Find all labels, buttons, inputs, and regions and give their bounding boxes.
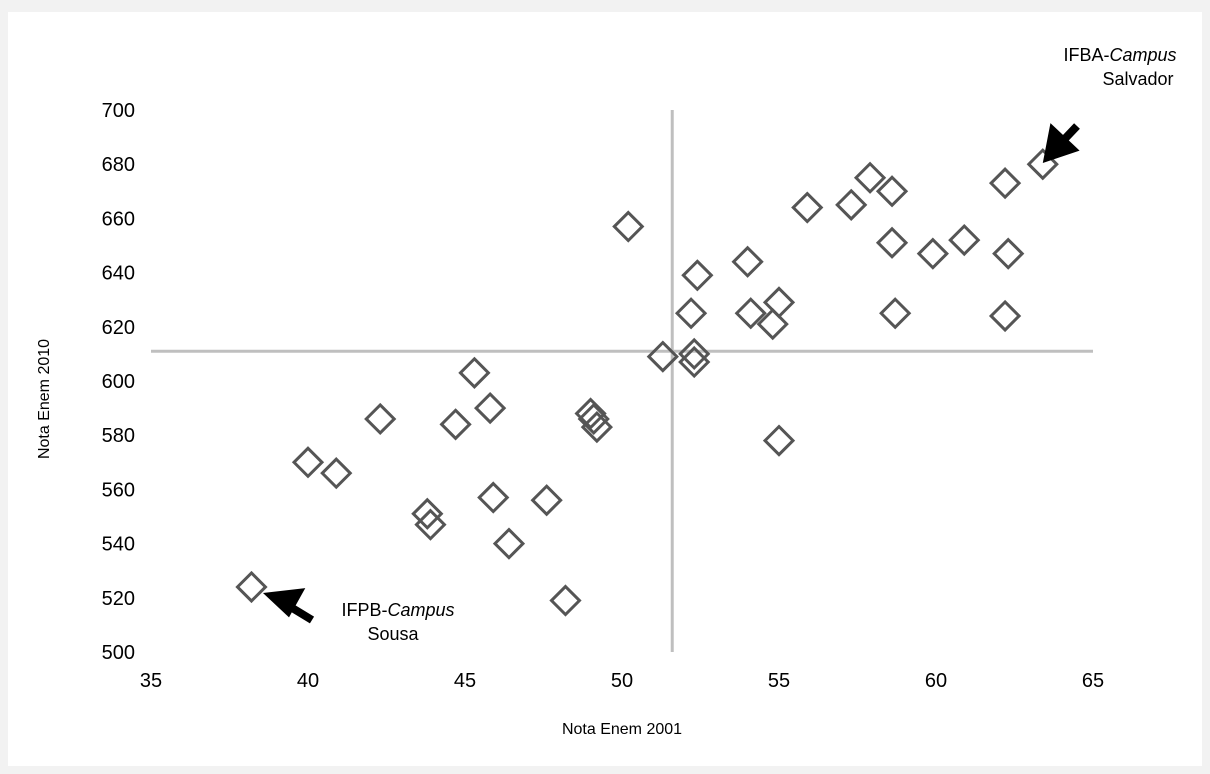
data-point: [530, 484, 563, 517]
data-point: [414, 508, 447, 541]
scatter-chart: 35 40 45 50 55 60 65 500 520 540 560 580 600 620 640 6…: [36, 45, 1177, 738]
x-tick-label: 45: [454, 670, 476, 692]
annotation-arrow-ifba: [1042, 123, 1080, 163]
x-tick-label: 55: [768, 670, 790, 692]
y-tick-label: 580: [102, 425, 135, 447]
annotation-ifba-line2: Salvador: [1102, 69, 1173, 89]
data-point: [916, 237, 949, 270]
data-point: [988, 167, 1022, 200]
data-point: [853, 161, 887, 194]
x-tick-label: 60: [925, 670, 947, 692]
y-tick-label: 540: [102, 534, 135, 556]
data-point: [678, 337, 711, 371]
data-point: [235, 570, 268, 604]
data-point: [791, 191, 824, 224]
y-tick-label: 600: [102, 371, 135, 393]
data-point: [291, 446, 325, 479]
annotation-ifpb-line2: Sousa: [367, 624, 419, 644]
reference-lines: [151, 110, 1093, 652]
x-tick-label: 35: [140, 670, 162, 692]
data-point: [439, 408, 472, 441]
chart-area: 35 40 45 50 55 60 65 500 520 540 560 580 600 620 640 6…: [8, 12, 1202, 766]
data-point: [364, 402, 397, 436]
x-axis-ticks: 35 40 45 50 55 60 65: [140, 670, 1104, 692]
y-tick-label: 560: [102, 479, 135, 501]
data-point: [734, 297, 767, 330]
data-point: [580, 410, 614, 444]
annotation-ifpb-line1: IFPB-Campus: [341, 600, 454, 620]
x-axis-title: Nota Enem 2001: [562, 721, 682, 738]
data-point: [988, 299, 1022, 333]
y-tick-label: 620: [102, 317, 135, 339]
data-point: [948, 223, 981, 257]
data-point: [875, 226, 909, 259]
y-tick-label: 700: [102, 100, 135, 122]
y-axis-ticks: 500 520 540 560 580 600 620 640 660 680 700: [102, 100, 135, 664]
data-point: [646, 340, 679, 373]
data-point: [411, 497, 444, 530]
data-point: [879, 297, 912, 330]
data-point: [762, 286, 796, 319]
data-points: [235, 148, 1059, 617]
y-axis-title: Nota Enem 2010: [36, 339, 53, 459]
data-point: [577, 402, 610, 436]
y-tick-label: 660: [102, 208, 135, 230]
y-tick-label: 680: [102, 154, 135, 176]
x-tick-label: 50: [611, 670, 633, 692]
data-point: [473, 391, 507, 425]
annotation-arrow-ifpb: [262, 588, 315, 624]
data-point: [612, 210, 645, 243]
data-point: [875, 175, 909, 208]
y-tick-label: 500: [102, 642, 135, 664]
data-point: [681, 259, 714, 292]
data-point: [762, 424, 796, 457]
y-tick-label: 520: [102, 588, 135, 610]
data-point: [492, 527, 526, 560]
x-tick-label: 65: [1082, 670, 1104, 692]
data-point: [320, 457, 353, 490]
data-point: [756, 307, 789, 341]
data-point: [835, 188, 868, 221]
data-point: [458, 356, 491, 389]
y-tick-label: 640: [102, 263, 135, 285]
data-point: [674, 297, 708, 330]
x-tick-label: 40: [297, 670, 319, 692]
annotation-ifba-line1: IFBA-Campus: [1063, 45, 1176, 65]
data-point: [477, 481, 510, 514]
data-point: [549, 584, 582, 617]
data-point: [574, 397, 607, 430]
data-point: [992, 237, 1025, 270]
data-point: [731, 245, 764, 278]
annotations: IFBA-Campus Salvador IFPB-Campus Sousa: [262, 45, 1177, 644]
